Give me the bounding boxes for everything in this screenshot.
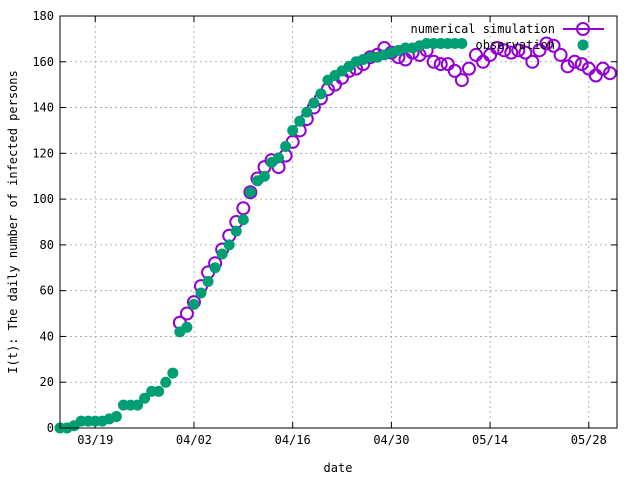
y-tick-label: 40 [40,329,54,343]
legend: numerical simulation observation [411,22,604,52]
simulation-point [602,66,617,81]
legend-label-observation: observation [476,38,555,52]
y-tick-label: 180 [32,9,54,23]
observation-point [280,140,292,152]
simulation-point [546,38,561,53]
x-tick-label: 03/19 [77,433,113,447]
simulation-point [398,52,413,67]
observation-point [273,152,285,164]
y-tick-label: 160 [32,55,54,69]
observation-point [294,115,306,127]
x-tick-label: 04/30 [373,433,409,447]
y-tick-label: 100 [32,192,54,206]
simulation-point [511,43,526,58]
grid [60,16,617,428]
observation-point [132,399,144,411]
simulation-point [447,63,462,78]
simulation-point [539,36,554,51]
observation-point [216,248,228,260]
observation-point [188,298,200,310]
observation-point [308,97,320,109]
simulation-point [553,47,568,62]
simulation-point [461,61,476,76]
simulation-point [504,45,519,60]
simulation-point [574,57,589,72]
observation-point [315,88,327,100]
simulation-point [525,54,540,69]
plot-frame [59,15,618,429]
simulation-point [243,185,258,200]
axes: 0 20 40 60 80 100 120 140 160 180 03/19 04/02 04/16 0… [32,9,617,447]
observation-point [258,170,270,182]
observation-point [110,411,122,423]
simulation-point [179,306,194,321]
simulation-point [560,59,575,74]
y-tick-label: 140 [32,101,54,115]
y-tick-label: 0 [47,421,54,435]
observation-point [202,276,214,288]
simulation-point [476,54,491,69]
y-tick-label: 20 [40,375,54,389]
x-tick-label: 05/28 [571,433,607,447]
observation-point [456,37,468,49]
simulation-point [236,201,251,216]
simulation-point [595,61,610,76]
simulation-point [454,73,469,88]
simulation-point [426,54,441,69]
y-tick-label: 80 [40,238,54,252]
observation-point [195,287,207,299]
x-axis-label: date [324,461,353,475]
simulation-point [588,68,603,83]
simulation-point [497,43,512,58]
x-tick-label: 05/14 [472,433,508,447]
observation-point [223,239,235,251]
legend-marker-simulation [576,22,590,36]
observation-point [287,124,299,136]
simulation-point [567,54,582,69]
y-tick-label: 120 [32,146,54,160]
legend-marker-observation [577,39,589,51]
x-tick-label: 04/16 [275,433,311,447]
legend-label-simulation: numerical simulation [411,22,556,36]
observation-point [160,376,172,388]
simulation-point [490,41,505,56]
observation-point [209,262,221,274]
observation-point [301,106,313,118]
observation-point [230,225,242,237]
observation-point [139,392,151,404]
simulation-point [433,57,448,72]
plot-area [54,36,617,434]
y-tick-label: 60 [40,284,54,298]
simulation-point [440,57,455,72]
y-axis-label: I(t): The daily number of infected perso… [6,70,20,373]
x-tick-label: 04/02 [176,433,212,447]
observation-point [244,186,256,198]
observation-point [167,367,179,379]
observation-point [153,385,165,397]
simulation-point [518,45,533,60]
observation-point [237,214,249,226]
observation-point [181,321,193,333]
